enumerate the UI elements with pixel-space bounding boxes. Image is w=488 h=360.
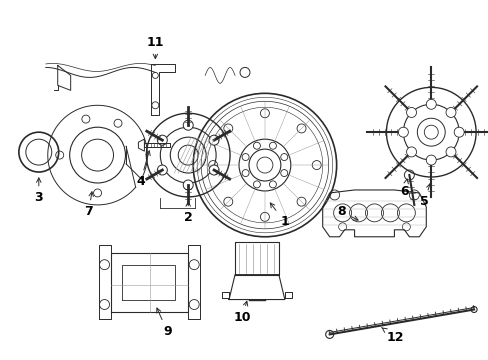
Circle shape <box>183 180 193 190</box>
Circle shape <box>398 127 407 137</box>
Circle shape <box>406 147 416 157</box>
Circle shape <box>209 135 219 145</box>
Circle shape <box>445 108 455 117</box>
Circle shape <box>406 108 416 117</box>
Circle shape <box>209 165 219 175</box>
Text: 6: 6 <box>399 179 408 198</box>
Text: 4: 4 <box>136 151 150 189</box>
Circle shape <box>426 155 435 165</box>
Circle shape <box>445 147 455 157</box>
Text: 2: 2 <box>183 202 192 224</box>
Text: 10: 10 <box>233 301 250 324</box>
Text: 1: 1 <box>270 203 288 228</box>
Text: 12: 12 <box>381 328 404 344</box>
Text: 9: 9 <box>156 308 171 338</box>
Circle shape <box>183 120 193 130</box>
Circle shape <box>157 135 167 145</box>
Text: 7: 7 <box>84 192 93 219</box>
Text: 3: 3 <box>35 178 43 204</box>
Circle shape <box>453 127 463 137</box>
Circle shape <box>426 99 435 109</box>
Text: 8: 8 <box>337 205 357 220</box>
Text: 5: 5 <box>419 184 430 208</box>
Circle shape <box>157 165 167 175</box>
Text: 11: 11 <box>146 36 164 59</box>
